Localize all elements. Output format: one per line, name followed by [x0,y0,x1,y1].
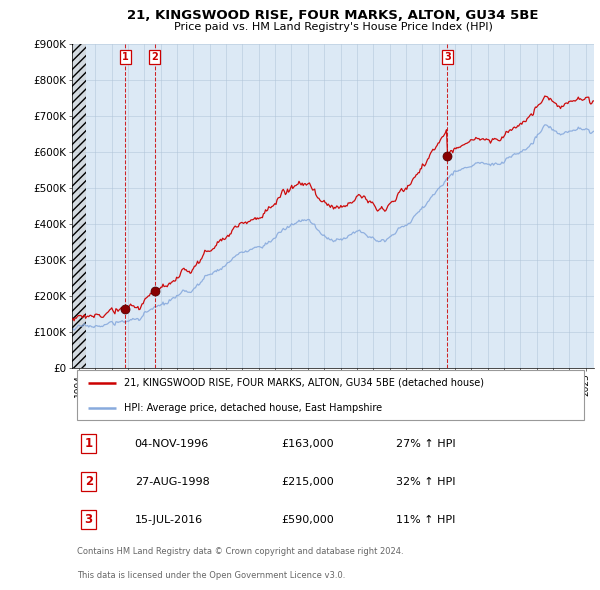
Text: 3: 3 [444,53,451,63]
Text: 1: 1 [85,437,93,450]
Text: 32% ↑ HPI: 32% ↑ HPI [395,477,455,487]
Text: 11% ↑ HPI: 11% ↑ HPI [395,514,455,525]
Text: 21, KINGSWOOD RISE, FOUR MARKS, ALTON, GU34 5BE (detached house): 21, KINGSWOOD RISE, FOUR MARKS, ALTON, G… [124,378,484,388]
Text: £590,000: £590,000 [281,514,334,525]
Text: 2: 2 [152,53,158,63]
FancyBboxPatch shape [77,371,584,420]
Text: Price paid vs. HM Land Registry's House Price Index (HPI): Price paid vs. HM Land Registry's House … [173,22,493,32]
Text: 15-JUL-2016: 15-JUL-2016 [134,514,203,525]
Text: 27% ↑ HPI: 27% ↑ HPI [395,438,455,448]
Text: £163,000: £163,000 [281,438,334,448]
Text: 2: 2 [85,475,93,488]
Text: This data is licensed under the Open Government Licence v3.0.: This data is licensed under the Open Gov… [77,571,346,580]
Text: £215,000: £215,000 [281,477,334,487]
Text: 27-AUG-1998: 27-AUG-1998 [134,477,209,487]
Text: 1: 1 [122,53,128,63]
Bar [72,44,86,368]
Text: 04-NOV-1996: 04-NOV-1996 [134,438,209,448]
Text: 21, KINGSWOOD RISE, FOUR MARKS, ALTON, GU34 5BE: 21, KINGSWOOD RISE, FOUR MARKS, ALTON, G… [127,9,539,22]
Text: 3: 3 [85,513,93,526]
Text: Contains HM Land Registry data © Crown copyright and database right 2024.: Contains HM Land Registry data © Crown c… [77,548,404,556]
Text: HPI: Average price, detached house, East Hampshire: HPI: Average price, detached house, East… [124,402,382,412]
